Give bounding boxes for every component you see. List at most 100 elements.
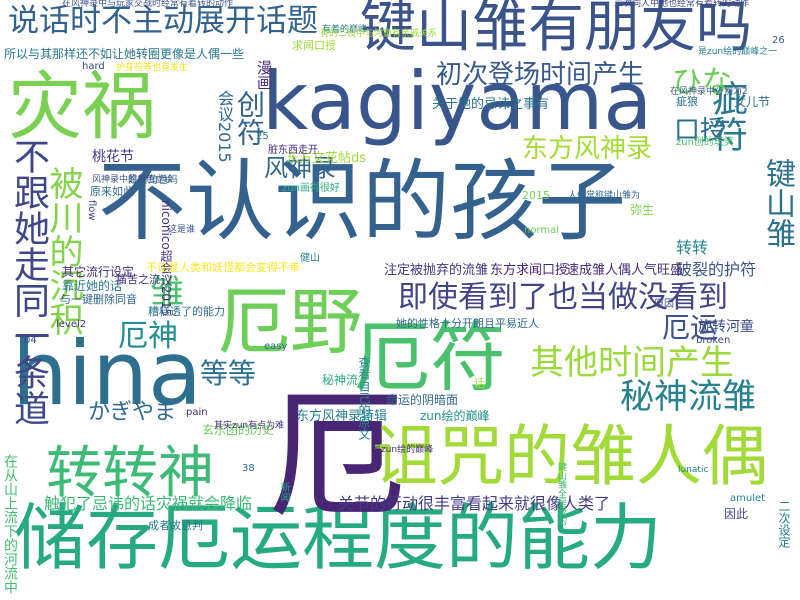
word-cloud-word: zun创的玩笑 (676, 137, 734, 148)
word-cloud-word: 不认识的孩子 (98, 150, 627, 253)
word-cloud-word: 命运的阴暗面 (386, 393, 459, 407)
word-cloud-word: 东方求闻口授 (490, 263, 569, 278)
word-cloud-word: 2015 (522, 189, 550, 202)
word-cloud-word: 口授 (674, 116, 727, 146)
word-cloud-word: 女儿节 (734, 95, 771, 109)
word-cloud-word: 键山雏有朋友吗 (360, 0, 752, 60)
word-cloud-word: 其实zun有点为难 (214, 421, 285, 431)
word-cloud-word: easy (264, 341, 288, 352)
word-cloud-word: 人们常称键山雏为 (568, 191, 641, 201)
word-cloud-word: 东方文花帖ds (286, 151, 367, 166)
word-cloud-word: 厄 (268, 376, 407, 537)
word-cloud-word: 速成雏人偶人气旺盛 (566, 263, 684, 278)
word-cloud-word: 疵符 (706, 80, 747, 152)
word-cloud-word: 秘神流 (322, 373, 359, 387)
word-cloud-word: 初次登场时间产生 (436, 60, 645, 90)
word-cloud-word: normal (524, 225, 560, 236)
word-cloud-word: 弥生 (630, 203, 655, 217)
word-cloud-word: 键山雏 (760, 158, 795, 248)
word-cloud-word: 会议2015 (215, 90, 234, 163)
word-cloud-word: 风神录中的角色立绘 (92, 175, 174, 185)
word-cloud-word: zun画得很好 (282, 183, 340, 194)
word-cloud-word: 糟糕透了的能力 (148, 305, 225, 318)
word-cloud-word: 护身符等也有发生 (116, 63, 189, 73)
word-cloud-word: 不论是人类和妖怪都会变得不幸 (146, 261, 300, 274)
word-cloud-word: 关于她的忌讳之事有 (432, 97, 550, 112)
word-cloud-word: 等等 (200, 357, 257, 390)
word-cloud-word: 破裂的护符 (676, 260, 757, 279)
word-cloud-word: 所以与其那样还不如让她转圈更像是人偶一些 (4, 47, 245, 61)
word-cloud-word: 关节的行动很丰富看起来就很像人类了 (338, 494, 611, 513)
word-cloud-word: 二次设定 (777, 500, 791, 548)
word-cloud-word: broken (696, 335, 731, 346)
word-cloud-word: 秘神流雏 (620, 377, 756, 417)
word-cloud-word: 键山雏全是我的 (556, 462, 566, 525)
word-cloud-word: 其他时间产生 (530, 343, 734, 383)
word-cloud-word: 26 (772, 35, 785, 46)
word-cloud-word: flow (86, 200, 97, 221)
word-cloud-word: 是zun绘的巅峰之一 (698, 47, 778, 57)
word-cloud-word: 厄野 (218, 280, 363, 364)
word-cloud-word: zun绘的巅峰 (420, 409, 490, 423)
word-cloud-word: 原来如此 (90, 185, 134, 198)
word-cloud-word: 即使看到了也当做没看到 (398, 280, 728, 315)
word-cloud-word: pain (186, 407, 208, 418)
word-cloud-word: 厄运 (662, 311, 719, 344)
word-cloud-word: 是新角色吗 (128, 175, 178, 186)
word-cloud-word: 成者故意判 (148, 519, 203, 532)
word-cloud-word: 靠近她的话 (62, 279, 123, 293)
word-cloud-word: 是zun绘的巅峰 (372, 445, 434, 455)
word-cloud-word: 不跟她走同一条道 (8, 138, 49, 426)
word-cloud-word: 储存厄运程度的能力 (14, 496, 663, 580)
word-cloud-word: amulet (730, 493, 766, 504)
word-cloud-word: 东方风神录 (522, 134, 653, 164)
word-cloud-word: 诅咒的雏人偶 (372, 418, 768, 495)
word-cloud-word: 在风神录中分别为2 (670, 87, 748, 97)
word-cloud-word: 旋转河童 (698, 319, 754, 335)
word-cloud-word: 脏东西走开 (268, 145, 318, 156)
word-cloud-word: 厄神 (118, 319, 178, 354)
word-cloud-word: 原因 (654, 299, 674, 310)
word-cloud-word: 25 (256, 131, 269, 142)
word-cloud-word: 健山 (300, 253, 320, 264)
word-cloud-word: 创符 (233, 90, 266, 146)
word-cloud-word: 38 (242, 463, 255, 474)
word-cloud-word: 漫画 (255, 60, 273, 90)
word-cloud-word: 在从山上流下的河流中 (2, 454, 18, 594)
word-cloud-word: 这是谁 (168, 225, 196, 235)
word-cloud-word: 触犯了忌讳的话灾祸就会降临 (44, 494, 253, 513)
word-cloud-word: hina (12, 322, 202, 425)
word-cloud-word: ひな (672, 65, 732, 100)
word-cloud-word: 她的性格十分开朗且平易近人 (396, 317, 539, 330)
word-cloud-word: 灾祸 (8, 64, 156, 150)
word-cloud-word: 在风神录中与玩家交战时经常有着转的动作 (62, 0, 234, 9)
word-cloud-word: 有着的巅峰 (322, 25, 368, 35)
word-cloud-word: 其它流行设定 (62, 265, 135, 279)
word-cloud-word: hard (82, 61, 105, 72)
word-cloud-word: 查看自己的原文 (357, 356, 371, 440)
word-cloud-word: 因此 (724, 507, 749, 521)
word-cloud-word: 转转 (676, 238, 709, 257)
word-cloud-word: kagiyama (262, 55, 653, 148)
word-cloud-word: 注定被抛弃的流雏 (384, 263, 489, 278)
word-cloud-word: 话 (474, 377, 485, 390)
word-cloud-word: 疵狼 (676, 95, 698, 108)
word-cloud-word: 新闻 (278, 482, 289, 502)
word-cloud-word: 求闻口授 (292, 39, 336, 52)
word-cloud-word: 被川的沉积 (43, 166, 83, 336)
word-cloud-word: level2 (56, 319, 87, 330)
word-cloud-word: 厄符 (354, 313, 506, 402)
word-cloud-word: 痛苦之流 (116, 273, 160, 286)
word-cloud-word: 有的二设中与河童有亲戚关系 (320, 29, 438, 39)
word-cloud-word: 与一键删除同音 (60, 293, 137, 306)
word-cloud-word: lunatic (678, 465, 709, 475)
word-cloud-word: 玄乐团的历史 (202, 423, 275, 437)
word-cloud-word: 转转神 (46, 441, 214, 506)
word-cloud-word: 说话时不主动展开话题 (8, 3, 318, 39)
word-cloud-word: 二次同人中她也经常有着转的动作 (614, 0, 750, 9)
word-cloud-word: 04 (24, 335, 37, 346)
word-cloud-word: 东方风神录特辑 (296, 409, 388, 424)
word-cloud-word: かぎやま (88, 400, 177, 425)
word-cloud-word: 雏 (150, 273, 184, 313)
